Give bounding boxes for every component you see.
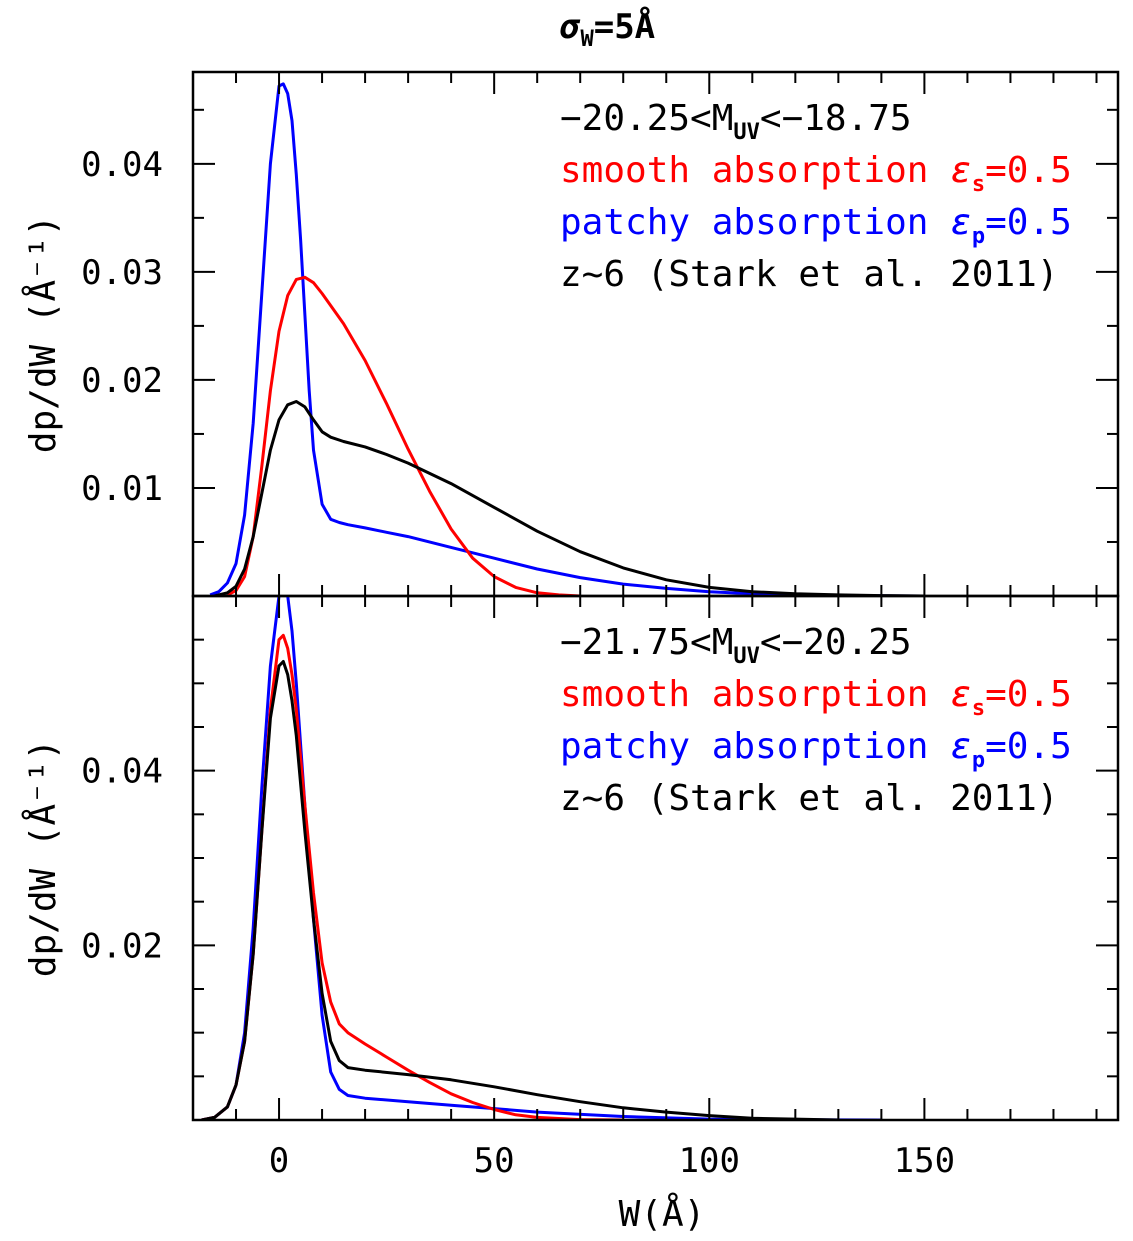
x-tick-label: 50 <box>474 1141 515 1181</box>
legend-entry: patchy absorption εp=0.5 <box>560 202 1072 249</box>
legend-entry: smooth absorption εs=0.5 <box>560 674 1072 721</box>
stark-2011-curve <box>214 400 925 596</box>
smooth-absorption-curve <box>226 275 581 596</box>
legend-entry: smooth absorption εs=0.5 <box>560 150 1072 197</box>
legend-header: −20.25<MUV<−18.75 <box>560 98 912 145</box>
legend-entry: z~6 (Stark et al. 2011) <box>560 254 1059 295</box>
stark-2011-curve <box>201 660 839 1120</box>
y-axis-label: dp/dW (Å⁻¹) <box>21 215 64 453</box>
x-tick-label: 0 <box>269 1141 289 1181</box>
legend-entry: z~6 (Stark et al. 2011) <box>560 778 1059 819</box>
y-tick-label: 0.04 <box>81 145 163 185</box>
legend: −21.75<MUV<−20.25 smooth absorption εs=0.… <box>560 622 1072 819</box>
panel-top: 0.01 0.02 0.03 0.04 dp/dW (Å⁻¹) −20.25<MUV<−1… <box>21 70 1120 598</box>
panel-bottom: 0.02 0.04 0 50 100 150 dp/dW (Å⁻¹) −21.75<MUV<−… <box>21 594 1120 1181</box>
y-tick-label: 0.04 <box>81 752 163 792</box>
legend-header: −21.75<MUV<−20.25 <box>560 622 912 669</box>
legend-entry: patchy absorption εp=0.5 <box>560 726 1072 773</box>
x-tick-label: 100 <box>679 1141 740 1181</box>
y-tick-label: 0.02 <box>81 361 163 401</box>
figure-title: σW=5Å <box>559 6 655 52</box>
patchy-absorption-curve <box>209 82 925 596</box>
y-tick-label: 0.02 <box>81 926 163 966</box>
y-tick-label: 0.03 <box>81 253 163 293</box>
y-tick-label: 0.01 <box>81 469 163 509</box>
legend: −20.25<MUV<−18.75 smooth absorption εs=0.… <box>560 98 1072 295</box>
y-axis-label: dp/dW (Å⁻¹) <box>21 739 64 977</box>
x-tick-label: 150 <box>894 1141 955 1181</box>
x-axis-label: W(Å) <box>619 1192 706 1235</box>
